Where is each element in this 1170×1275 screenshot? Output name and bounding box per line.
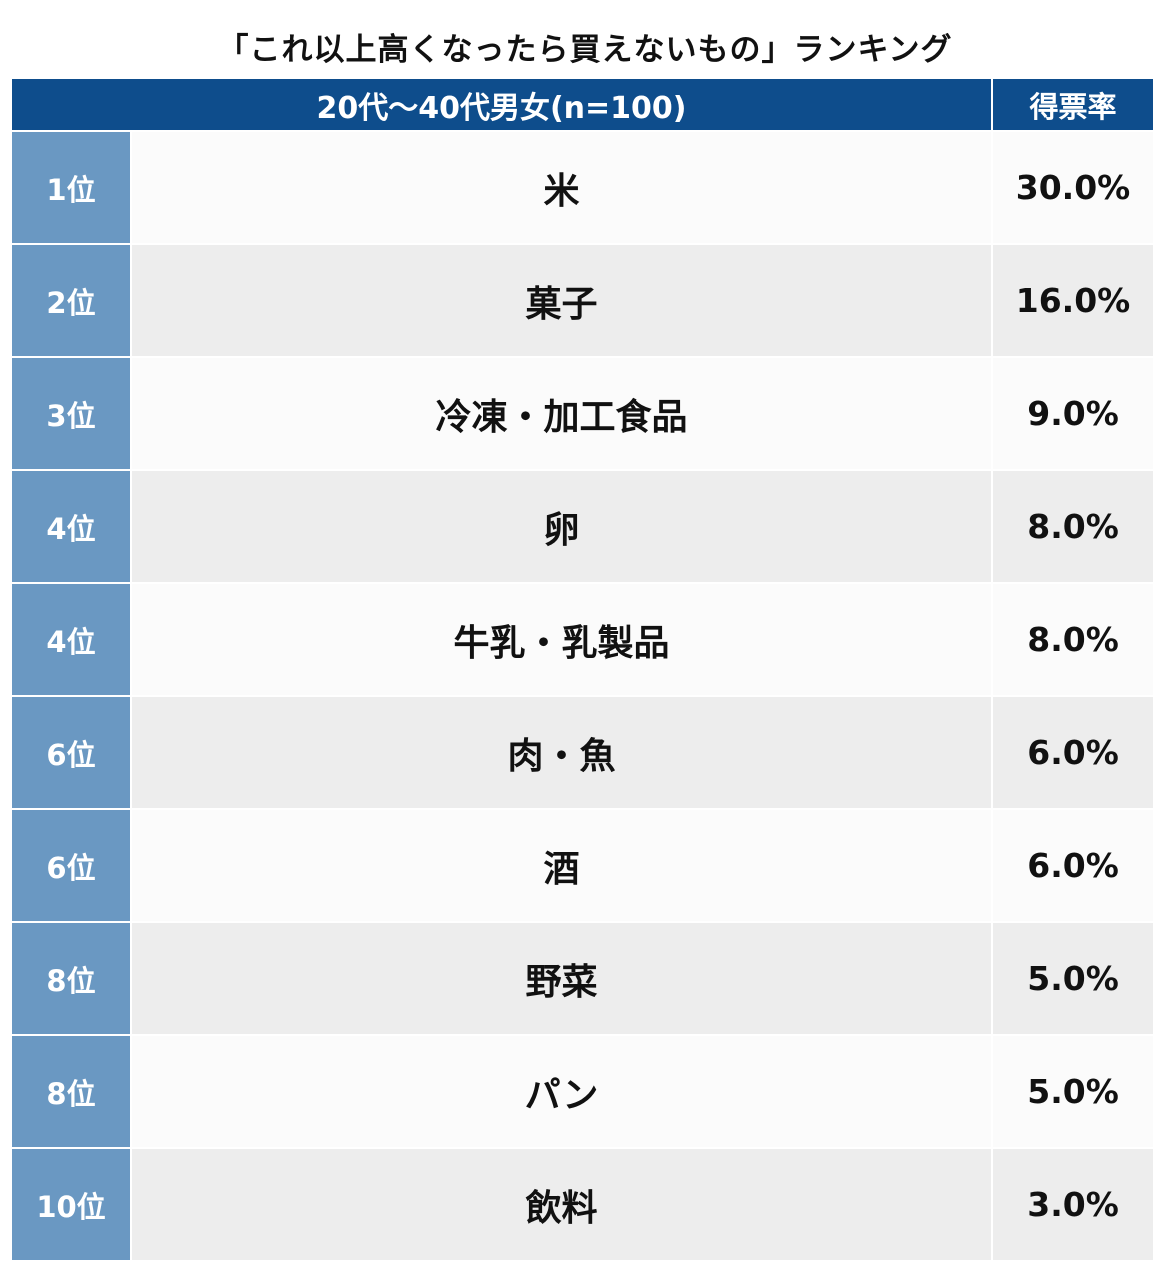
table-row: 2位 菓子 16.0% — [12, 243, 1153, 356]
item-cell: 野菜 — [132, 923, 993, 1034]
item-cell: 卵 — [132, 471, 993, 582]
item-cell: 冷凍・加工食品 — [132, 358, 993, 469]
page-title: 「これ以上高くなったら買えないもの」ランキング — [217, 31, 953, 68]
rank-cell: 4位 — [12, 584, 132, 695]
header-rate-label: 得票率 — [1029, 89, 1117, 124]
rate-cell: 5.0% — [993, 923, 1153, 1034]
rank-cell: 6位 — [12, 697, 132, 808]
ranking-table: 20代〜40代男女(n=100) 得票率 1位 米 30.0% 2位 菓子 16… — [12, 79, 1153, 1260]
rank-cell: 3位 — [12, 358, 132, 469]
rate-cell: 16.0% — [993, 245, 1153, 356]
rate-cell: 3.0% — [993, 1149, 1153, 1260]
item-cell: 飲料 — [132, 1149, 993, 1260]
table-row: 1位 米 30.0% — [12, 130, 1153, 243]
item-cell: パン — [132, 1036, 993, 1147]
item-cell: 酒 — [132, 810, 993, 921]
rate-cell: 6.0% — [993, 810, 1153, 921]
rank-cell: 10位 — [12, 1149, 132, 1260]
table-row: 4位 牛乳・乳製品 8.0% — [12, 582, 1153, 695]
item-cell: 米 — [132, 132, 993, 243]
table-row: 10位 飲料 3.0% — [12, 1147, 1153, 1260]
table-row: 8位 野菜 5.0% — [12, 921, 1153, 1034]
rank-cell: 6位 — [12, 810, 132, 921]
rate-cell: 6.0% — [993, 697, 1153, 808]
rank-cell: 2位 — [12, 245, 132, 356]
rate-cell: 8.0% — [993, 584, 1153, 695]
item-cell: 牛乳・乳製品 — [132, 584, 993, 695]
rate-cell: 9.0% — [993, 358, 1153, 469]
rate-cell: 5.0% — [993, 1036, 1153, 1147]
rank-cell: 8位 — [12, 923, 132, 1034]
table-row: 4位 卵 8.0% — [12, 469, 1153, 582]
rank-cell: 8位 — [12, 1036, 132, 1147]
rank-cell: 1位 — [12, 132, 132, 243]
table-row: 3位 冷凍・加工食品 9.0% — [12, 356, 1153, 469]
table-header-row: 20代〜40代男女(n=100) 得票率 — [12, 79, 1153, 130]
header-group-label: 20代〜40代男女(n=100) — [12, 79, 993, 130]
rank-cell: 4位 — [12, 471, 132, 582]
table-row: 6位 酒 6.0% — [12, 808, 1153, 921]
item-cell: 肉・魚 — [132, 697, 993, 808]
table-row: 8位 パン 5.0% — [12, 1034, 1153, 1147]
table-row: 6位 肉・魚 6.0% — [12, 695, 1153, 808]
rate-cell: 30.0% — [993, 132, 1153, 243]
item-cell: 菓子 — [132, 245, 993, 356]
rate-cell: 8.0% — [993, 471, 1153, 582]
